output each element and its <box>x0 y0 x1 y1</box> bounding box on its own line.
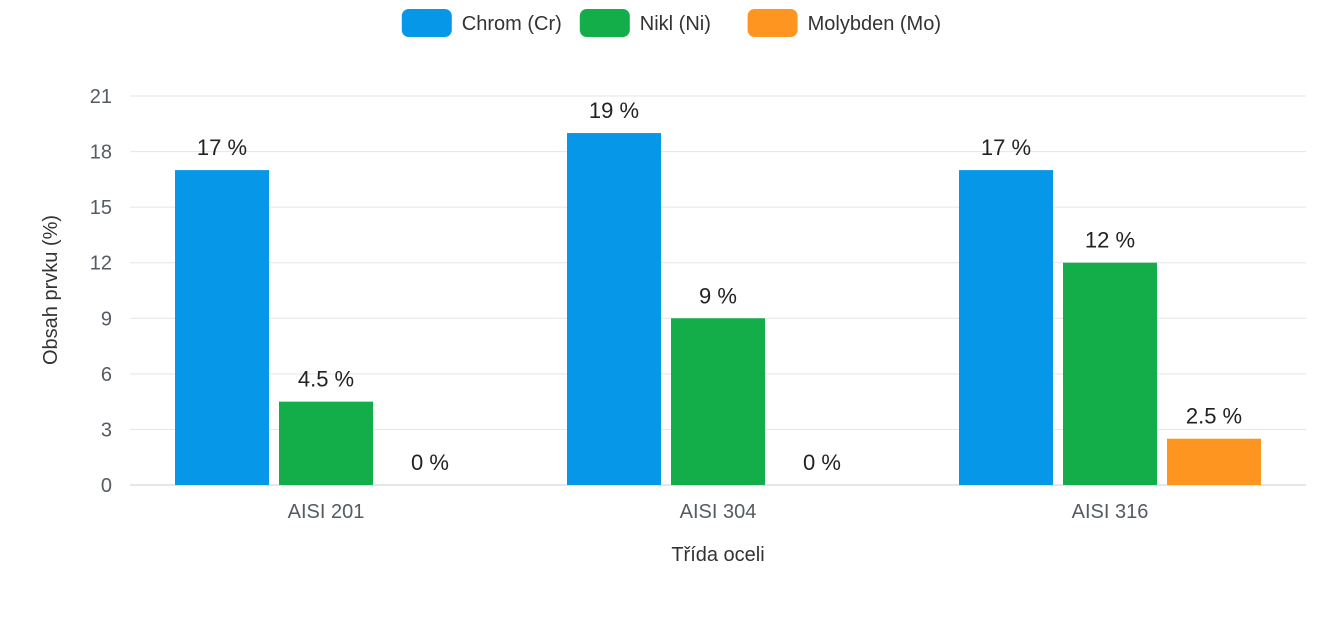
y-tick-label: 9 <box>101 308 112 330</box>
legend-item[interactable]: Molybden (Mo) <box>747 9 941 37</box>
bar[interactable] <box>1167 438 1261 485</box>
legend-label: Nikl (Ni) <box>640 13 711 35</box>
bar[interactable] <box>1063 262 1157 485</box>
y-axis-title: Obsah prvku (%) <box>40 215 62 365</box>
legend-swatch <box>579 9 630 37</box>
data-label: 9 % <box>699 283 737 308</box>
bar[interactable] <box>671 318 765 485</box>
data-label: 0 % <box>411 450 449 475</box>
legend-label: Molybden (Mo) <box>808 13 941 35</box>
y-tick-label: 18 <box>90 142 112 164</box>
legend-swatch <box>401 9 452 37</box>
legend-item[interactable]: Chrom (Cr) <box>401 9 562 37</box>
legend-item[interactable]: Nikl (Ni) <box>579 9 711 37</box>
y-tick-label: 3 <box>101 419 112 441</box>
legend: Chrom (Cr) Nikl (Ni) Molybden (Mo) <box>401 9 941 37</box>
y-tick-label: 0 <box>101 475 112 497</box>
y-tick-label: 6 <box>101 364 112 386</box>
data-label: 4.5 % <box>298 367 354 392</box>
legend-swatch <box>747 9 798 37</box>
y-axis-ticks: 0 3 6 9 12 15 18 21 <box>90 86 112 497</box>
bars <box>175 133 1261 486</box>
data-label: 19 % <box>589 98 639 123</box>
bar[interactable] <box>279 401 373 485</box>
data-label: 17 % <box>197 135 247 160</box>
y-tick-label: 21 <box>90 86 112 108</box>
legend-label: Chrom (Cr) <box>462 13 562 35</box>
y-tick-label: 15 <box>90 197 112 219</box>
data-label: 2.5 % <box>1186 404 1242 429</box>
data-labels: 17 % 4.5 % 0 % 19 % 9 % 0 % 17 % 12 % 2.5 % <box>197 98 1242 475</box>
data-label: 0 % <box>803 450 841 475</box>
x-axis-ticks: AISI 201 AISI 304 AISI 316 <box>288 501 1149 523</box>
data-label: 12 % <box>1085 228 1135 253</box>
bar[interactable] <box>959 170 1053 485</box>
bar[interactable] <box>567 133 661 486</box>
y-tick-label: 12 <box>90 253 112 275</box>
x-tick-label: AISI 316 <box>1072 501 1149 523</box>
x-tick-label: AISI 201 <box>288 501 365 523</box>
x-axis-title: Třída oceli <box>671 544 764 566</box>
x-tick-label: AISI 304 <box>680 501 757 523</box>
data-label: 17 % <box>981 135 1031 160</box>
bar[interactable] <box>175 170 269 485</box>
